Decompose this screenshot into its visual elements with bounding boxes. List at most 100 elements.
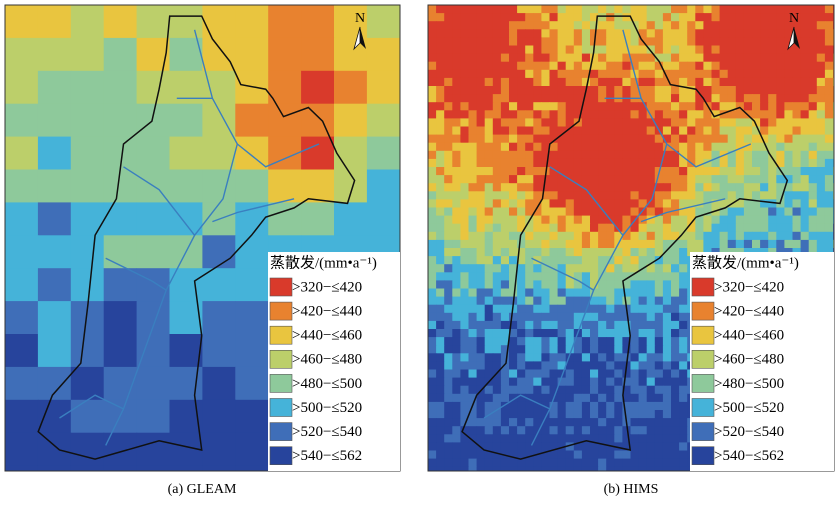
raster-cell [679,118,688,127]
raster-cell [509,224,518,233]
raster-cell [5,235,38,268]
raster-cell [436,62,445,71]
raster-cell [655,21,664,30]
raster-cell [622,135,631,144]
raster-cell [647,167,656,176]
raster-cell [679,216,688,225]
raster-cell [606,70,615,79]
raster-cell [469,426,478,435]
raster-cell [452,370,461,379]
raster-cell [501,418,510,427]
raster-cell [622,248,631,257]
legend-swatch [270,278,292,296]
raster-cell [533,361,542,370]
legend-label: >480−≤500 [292,376,362,392]
raster-cell [477,175,486,184]
raster-cell [525,37,534,46]
raster-cell [776,13,785,22]
raster-cell [517,102,526,111]
raster-cell [541,127,550,136]
raster-cell [752,78,761,87]
raster-cell [631,175,640,184]
raster-cell [639,143,648,152]
raster-cell [517,370,526,379]
raster-cell [647,289,656,298]
raster-cell [582,175,591,184]
raster-cell [428,94,437,103]
raster-cell [485,135,494,144]
raster-cell [606,13,615,22]
raster-cell [202,400,235,433]
raster-cell [720,94,729,103]
raster-cell [744,102,753,111]
raster-cell [776,224,785,233]
raster-cell [525,410,534,419]
raster-cell [590,216,599,225]
raster-cell [606,418,615,427]
raster-cell [501,29,510,38]
raster-cell [533,248,542,257]
raster-cell [631,37,640,46]
raster-cell [801,37,810,46]
raster-cell [736,86,745,95]
raster-cell [509,94,518,103]
raster-cell [703,54,712,63]
raster-cell [574,240,583,249]
raster-cell [720,183,729,192]
raster-cell [574,167,583,176]
raster-cell [517,378,526,387]
raster-cell [679,451,688,460]
raster-cell [525,118,534,127]
raster-cell [367,104,400,137]
raster-cell [614,426,623,435]
raster-cell [428,337,437,346]
raster-cell [768,216,777,225]
raster-cell [477,361,486,370]
raster-cell [550,378,559,387]
raster-cell [663,62,672,71]
raster-cell [485,62,494,71]
raster-cell [768,183,777,192]
raster-cell [582,224,591,233]
raster-cell [671,135,680,144]
raster-cell [809,151,818,160]
raster-cell [825,37,834,46]
raster-cell [38,71,71,104]
raster-cell [809,191,818,200]
raster-cell [517,410,526,419]
raster-cell [517,208,526,217]
raster-cell [760,224,769,233]
raster-cell [428,264,437,273]
raster-cell [525,102,534,111]
raster-cell [509,386,518,395]
raster-cell [493,216,502,225]
raster-cell [517,167,526,176]
raster-cell [606,402,615,411]
raster-cell [776,151,785,160]
raster-cell [606,386,615,395]
raster-cell [614,264,623,273]
raster-cell [444,264,453,273]
raster-cell [598,46,607,55]
raster-cell [452,337,461,346]
raster-cell [817,86,826,95]
raster-cell [509,78,518,87]
raster-cell [533,135,542,144]
raster-cell [663,289,672,298]
raster-cell [655,442,664,451]
raster-cell [817,21,826,30]
raster-cell [509,208,518,217]
raster-cell [631,370,640,379]
raster-cell [469,143,478,152]
raster-cell [533,175,542,184]
raster-cell [550,272,559,281]
raster-cell [469,78,478,87]
raster-cell [631,151,640,160]
raster-cell [533,29,542,38]
raster-cell [647,426,656,435]
raster-cell [671,5,680,14]
raster-cell [550,37,559,46]
raster-cell [452,191,461,200]
raster-cell [485,305,494,314]
raster-cell [712,135,721,144]
